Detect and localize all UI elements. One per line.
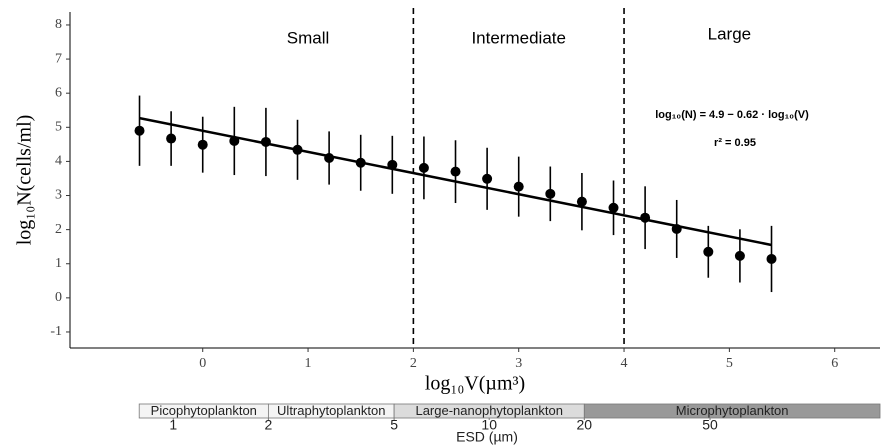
data-point [545, 188, 556, 199]
x-tick-label: 2 [410, 356, 417, 371]
data-point [229, 135, 240, 146]
y-tick-label: 5 [55, 120, 62, 135]
x-tick-label: 4 [621, 356, 628, 371]
data-point [671, 223, 682, 234]
y-tick-label: 4 [55, 154, 62, 169]
x-tick-label: 3 [515, 356, 522, 371]
esd-tick-label: 50 [702, 417, 718, 433]
data-point [387, 159, 398, 170]
esd-class-label: Picophytoplankton [151, 403, 257, 418]
data-point [703, 246, 714, 257]
esd-tick-label: 5 [390, 417, 398, 433]
esd-class-label: Ultraphytoplankton [277, 403, 385, 418]
data-point [418, 162, 429, 173]
data-point [260, 136, 271, 147]
region-label: Small [287, 28, 330, 47]
x-tick-label: 5 [726, 356, 733, 371]
data-point [355, 157, 366, 168]
y-tick-label: 0 [55, 290, 62, 305]
data-point [166, 133, 177, 144]
data-point [197, 139, 208, 150]
y-tick-label: 8 [55, 17, 62, 32]
esd-axis-title: ESD (µm) [456, 429, 518, 445]
data-point [482, 173, 493, 184]
y-tick-label: 3 [55, 188, 62, 203]
data-point [576, 196, 587, 207]
esd-tick-label: 2 [264, 417, 272, 433]
y-tick-label: 6 [55, 85, 62, 100]
data-point [292, 144, 303, 155]
data-point [734, 250, 745, 261]
esd-class-label: Microphytoplankton [676, 403, 789, 418]
data-point [324, 152, 335, 163]
esd-tick-label: 1 [169, 417, 177, 433]
esd-class-label: Large-nanophytoplankton [415, 403, 562, 418]
x-tick-label: 6 [831, 356, 838, 371]
esd-tick-label: 10 [481, 417, 497, 433]
x-axis-title: log₁₀V(µm³) [425, 373, 525, 395]
equation: log₁₀(N) = 4.9 − 0.62 · log₁₀(V) [655, 109, 809, 121]
x-tick-label: 1 [305, 356, 312, 371]
x-tick-label: 0 [199, 356, 206, 371]
data-point [766, 253, 777, 264]
region-label: Large [708, 24, 751, 43]
data-point [450, 166, 461, 177]
esd-class-band [583, 403, 881, 419]
y-tick-label: 7 [55, 51, 62, 66]
data-point [134, 125, 145, 136]
y-tick-label: 1 [55, 256, 62, 271]
y-axis-title: log₁₀N(cells/ml) [14, 115, 36, 246]
esd-tick-label: 20 [577, 417, 593, 433]
data-point [640, 212, 651, 223]
y-tick-label: 2 [55, 222, 62, 237]
data-point [608, 202, 619, 213]
data-point [513, 181, 524, 192]
r-squared: r² = 0.95 [714, 137, 756, 149]
region-label: Intermediate [471, 28, 566, 47]
y-tick-label: -1 [50, 324, 62, 339]
